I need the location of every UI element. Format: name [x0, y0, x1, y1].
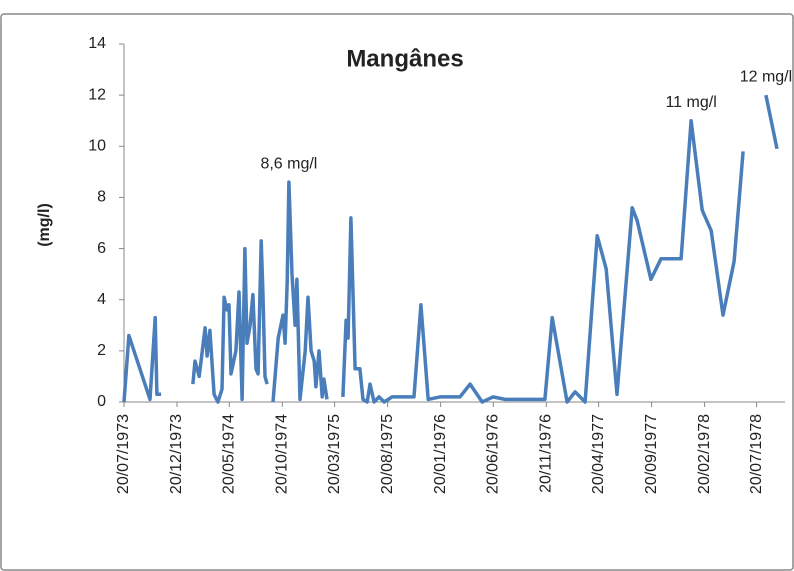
x-tick-label: 20/01/1976: [432, 414, 449, 494]
y-tick-label: 0: [97, 393, 106, 410]
x-tick-label: 20/04/1977: [590, 414, 607, 494]
y-tick-label: 2: [97, 342, 106, 359]
y-tick-label: 10: [88, 138, 106, 155]
annotation: 11 mg/l: [665, 94, 716, 111]
y-tick-label: 14: [88, 35, 106, 52]
annotation: 12 mg/l: [740, 68, 792, 85]
y-tick-label: 8: [97, 189, 106, 206]
x-tick-label: 20/12/1973: [168, 414, 185, 494]
x-tick-label: 20/05/1974: [221, 414, 238, 494]
data-line: [122, 94, 779, 404]
x-tick-label: 20/10/1974: [274, 414, 291, 494]
x-tick-label: 20/07/1973: [115, 414, 132, 494]
x-tick-label: 20/08/1975: [379, 414, 396, 494]
y-tick-label: 4: [97, 291, 106, 308]
x-tick-label: 20/06/1976: [485, 414, 502, 494]
x-tick-label: 20/07/1978: [748, 414, 765, 494]
x-tick-label: 20/11/1976: [538, 414, 555, 493]
x-tick-label: 20/02/1978: [696, 414, 713, 494]
y-tick-label: 12: [88, 86, 106, 103]
chart-frame: [0, 13, 794, 571]
x-tick-label: 20/03/1975: [326, 414, 343, 494]
x-tick-label: 20/09/1977: [643, 414, 660, 494]
y-tick-label: 6: [97, 240, 106, 257]
chart-title: Mangânes: [346, 45, 463, 72]
y-axis-label: (mg/l): [36, 203, 53, 247]
annotation: 8,6 mg/l: [260, 155, 317, 172]
